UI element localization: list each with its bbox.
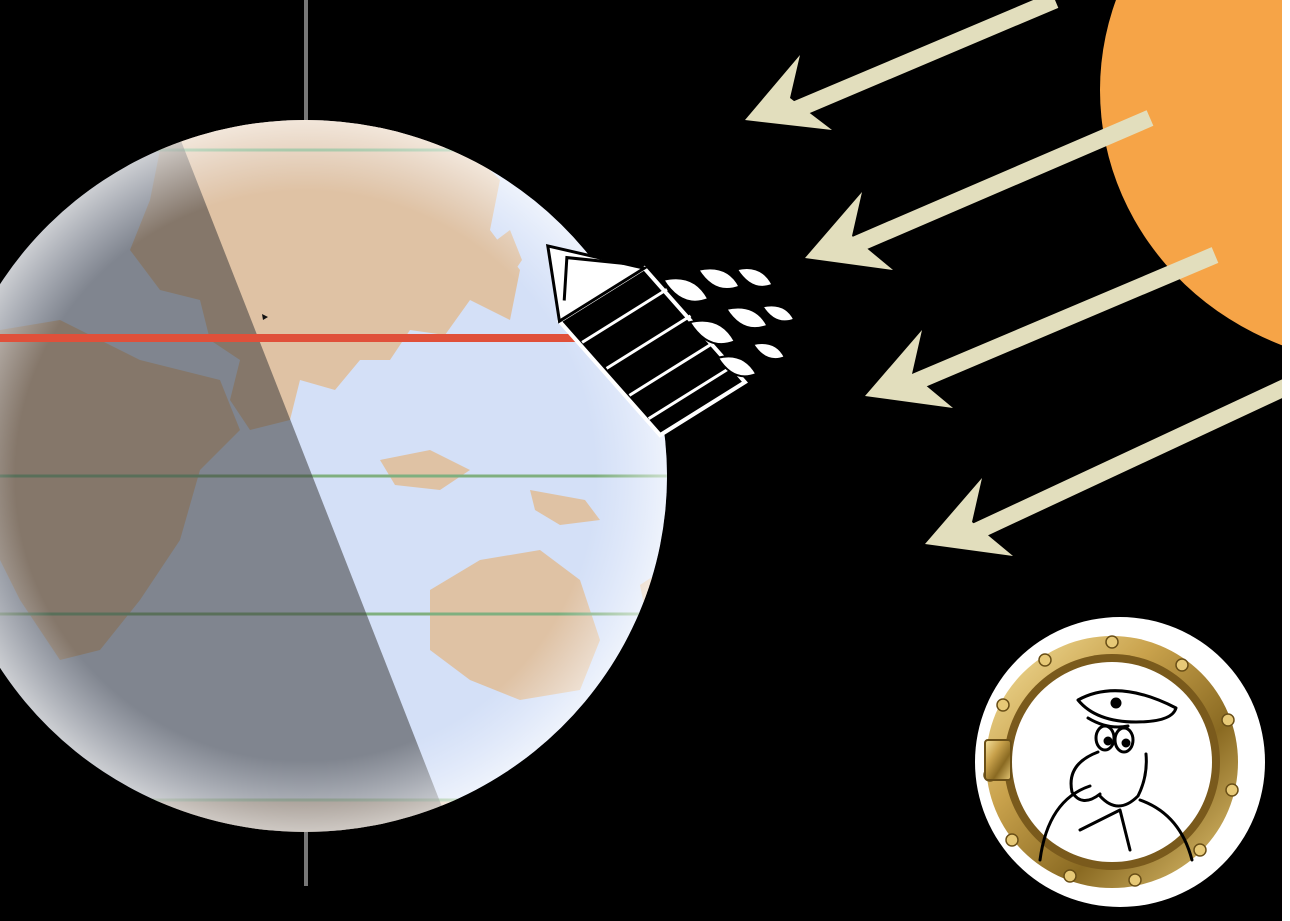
sunlight-ray [745, 0, 1059, 130]
sailing-ship-icon [545, 243, 796, 438]
earth-globe [0, 120, 667, 832]
right-edge-strip [1282, 0, 1290, 921]
porthole-captain-icon [975, 617, 1265, 907]
position-marker [262, 314, 268, 320]
sunlight-ray [865, 247, 1219, 408]
sunlight-rays [745, 0, 1282, 556]
captain-figure [1038, 689, 1194, 862]
sunlight-ray [925, 379, 1282, 556]
sunlight-ray [805, 110, 1154, 270]
sun [1100, 0, 1282, 346]
